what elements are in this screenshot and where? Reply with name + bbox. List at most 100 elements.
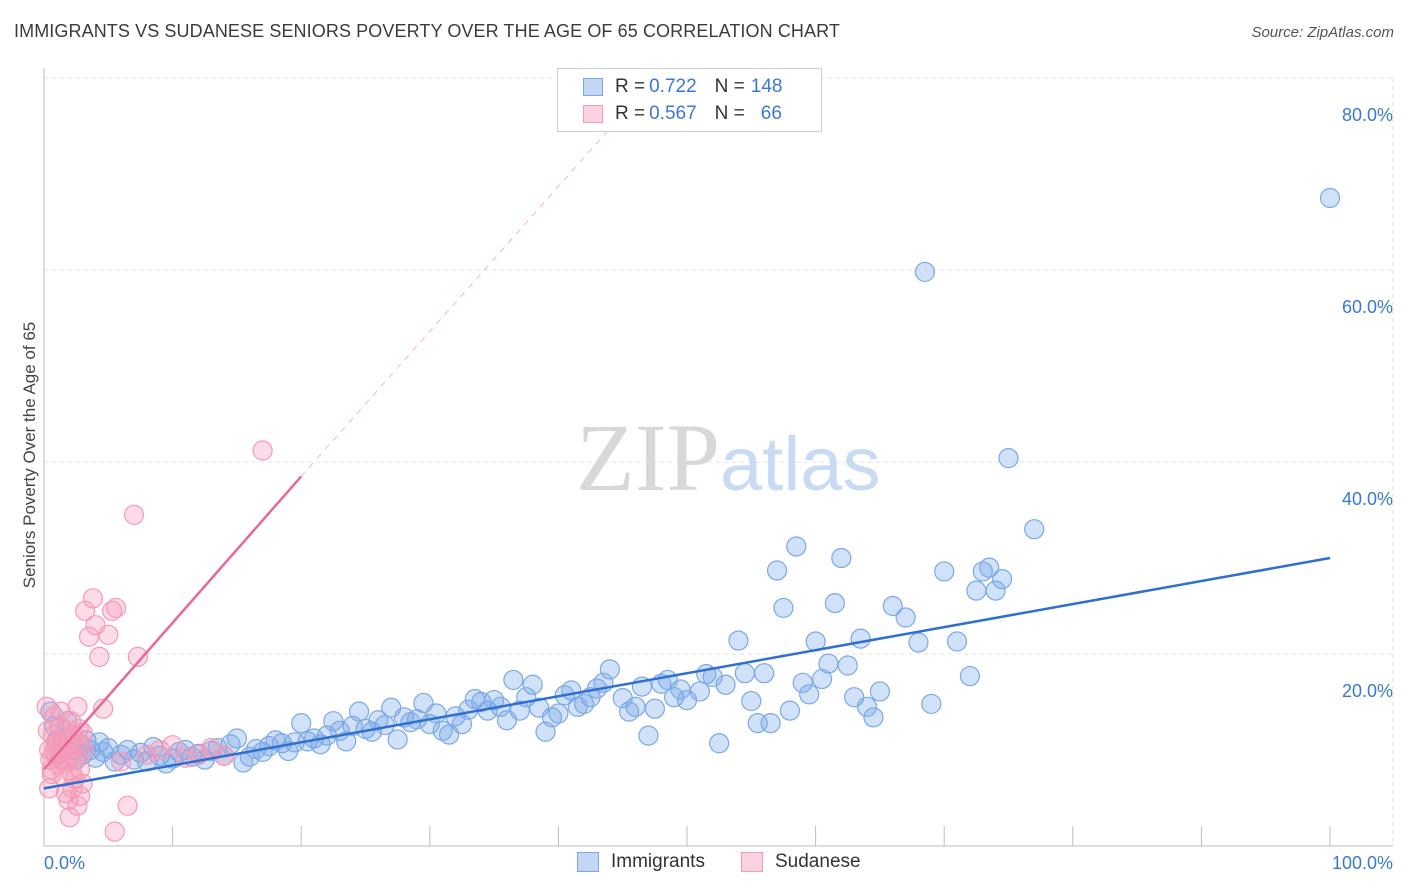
data-point [548,703,569,724]
chart-title: IMMIGRANTS VS SUDANESE SENIORS POVERTY O… [14,21,841,41]
bottom-legend-sudanese: Sudanese [741,851,861,873]
data-point [127,646,148,667]
data-point [946,631,968,652]
data-point [625,696,646,717]
legend-row-sudanese: R = 0.567 N = 66 [583,102,782,126]
data-point [959,665,981,687]
data-point [908,632,929,653]
source-label: Source: ZipAtlas.com [1251,24,1394,41]
immigrants-swatch [583,78,603,96]
legend-n-label: N = [714,76,745,97]
legend-label-immigrants: Immigrants [611,851,705,872]
data-point [831,547,852,569]
data-point [914,261,936,283]
sudanese-trend-line [43,475,303,771]
sudanese-points [36,440,273,842]
data-point [59,807,80,828]
data-point [779,700,800,721]
legend-r-label: R = [615,103,646,124]
data-point [73,740,94,762]
correlation-legend: R = 0.722 N = 148 R = 0.567 N = 66 [557,68,822,132]
data-point [1319,187,1341,209]
tick-labels: 20.0% 40.0% 60.0% 80.0% 0.0% 100.0% [44,105,1393,873]
data-point [522,674,543,695]
data-point [1024,519,1045,540]
x-tick-label: 100.0% [1332,853,1393,873]
data-point [766,560,788,581]
data-point [226,728,247,749]
data-point [432,720,453,741]
data-point [348,701,370,722]
data-point [792,672,813,693]
legend-row-immigrants: R = 0.722 N = 148 [583,75,782,99]
data-point [979,557,1000,578]
immigrants-trend-line [43,556,1331,790]
data-point [966,580,987,601]
data-point [715,674,736,695]
data-point [709,733,730,754]
legend-label-sudanese: Sudanese [775,851,861,872]
bottom-legend-immigrants: Immigrants [577,851,705,873]
legend-r-label: R = [615,76,646,97]
y-tick-label: 20.0% [1342,681,1393,701]
data-point [754,663,775,684]
data-point [824,593,845,614]
sudanese-swatch [583,105,603,123]
data-point [895,607,916,628]
data-point [162,735,183,756]
data-point [102,600,123,621]
data-point [786,536,807,557]
data-point [149,739,170,761]
data-point [985,580,1006,601]
data-point [72,722,93,743]
data-point [111,751,132,772]
data-point [503,669,524,691]
data-point [89,646,110,667]
immigrants-swatch [577,852,599,872]
data-point [69,785,91,807]
sudanese-swatch [741,852,763,872]
data-point [336,731,357,752]
data-point [882,595,903,617]
data-point [387,729,408,750]
data-point [98,624,119,645]
data-point [93,698,114,719]
data-point [773,597,794,619]
data-point [972,561,993,582]
data-point [67,696,88,717]
sudanese-trend-extension [300,120,617,477]
data-point [599,659,620,680]
legend-r-value: 0.567 [649,103,697,124]
watermark-zip: ZIP [576,404,720,511]
y-tick-label: 80.0% [1342,105,1393,125]
data-point [123,504,145,525]
data-point [75,600,96,621]
legend-n-value: 66 [760,103,782,124]
legend-r-value: 0.722 [649,76,697,97]
x-tick-label: 0.0% [44,853,85,873]
data-point [856,696,878,717]
data-point [799,684,820,705]
data-point [991,569,1013,590]
data-point [998,448,1019,469]
data-point [837,655,858,676]
data-point [252,440,273,461]
data-point [850,628,871,649]
data-point [818,653,839,674]
legend-n-value: 148 [750,76,783,97]
data-point [644,698,665,719]
y-tick-label: 60.0% [1342,297,1393,317]
data-point [921,693,942,715]
data-point [741,690,762,712]
trend-lines [43,120,1331,790]
data-point [105,597,127,619]
watermark-atlas: atlas [720,422,881,507]
data-point [104,821,125,842]
data-point [66,747,87,768]
data-point [934,561,955,582]
legend-n-label: N = [714,103,745,124]
data-point [734,663,755,684]
data-point [291,713,312,734]
data-point [728,630,749,651]
